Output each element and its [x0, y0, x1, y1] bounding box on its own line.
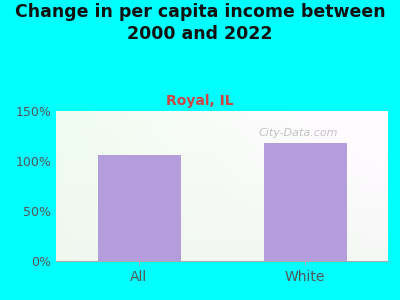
- Bar: [264, 143, 346, 261]
- Text: City-Data.com: City-Data.com: [259, 128, 338, 139]
- Bar: [98, 155, 180, 261]
- Text: Change in per capita income between
2000 and 2022: Change in per capita income between 2000…: [15, 3, 385, 43]
- Text: Royal, IL: Royal, IL: [166, 94, 234, 108]
